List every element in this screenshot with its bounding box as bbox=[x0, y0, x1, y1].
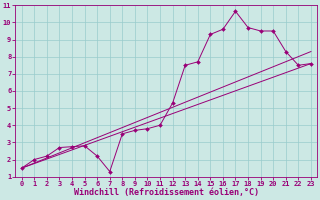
X-axis label: Windchill (Refroidissement éolien,°C): Windchill (Refroidissement éolien,°C) bbox=[74, 188, 259, 197]
